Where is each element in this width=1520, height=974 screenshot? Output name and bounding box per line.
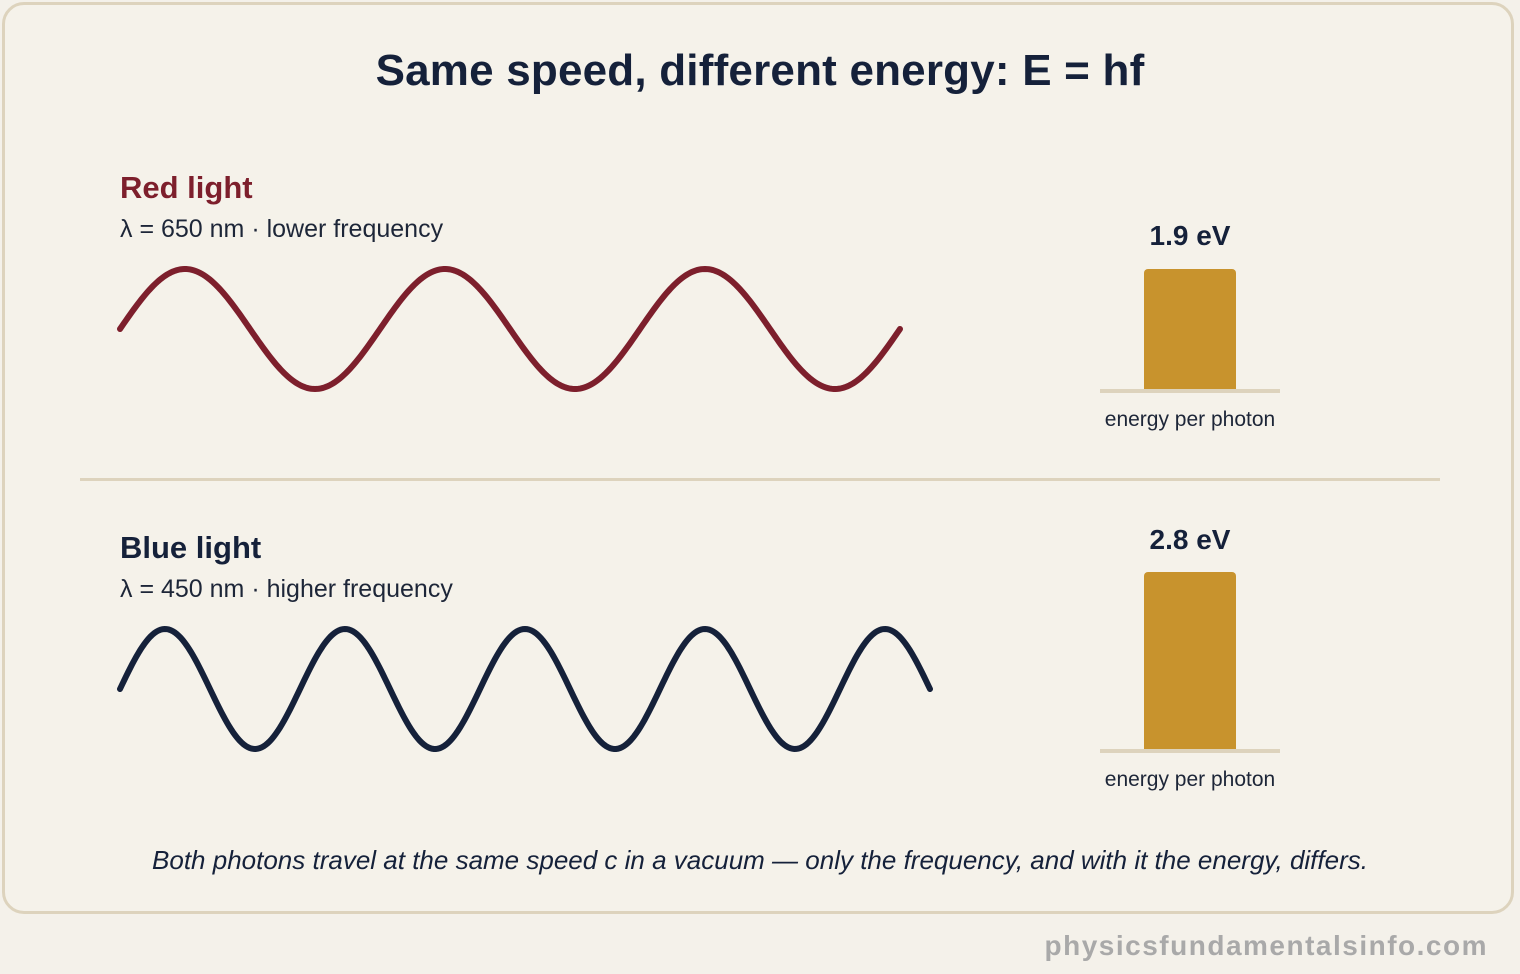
blue-energy-value: 2.8 eV: [1149, 524, 1231, 555]
blue-wave-line: [117, 625, 933, 752]
blue-bar-baseline: [1100, 749, 1280, 753]
red-light-subtitle: λ = 650 nm · lower frequency: [120, 215, 444, 243]
red-light-title: Red light: [120, 170, 253, 205]
page-title: Same speed, different energy: E = hf: [375, 46, 1145, 95]
blue-energy-bar: [1144, 572, 1236, 749]
red-bar-baseline: [1100, 389, 1280, 393]
diagram-card: [2, 2, 1514, 914]
blue-light-title: Blue light: [120, 530, 262, 565]
red-energy-bar: [1144, 269, 1236, 389]
blue-light-subtitle: λ = 450 nm · higher frequency: [120, 575, 453, 603]
red-wave-line: [117, 265, 903, 393]
blue-bar-caption: energy per photon: [1104, 768, 1276, 791]
footer-caption: Both photons travel at the same speed c …: [152, 845, 1368, 875]
red-bar-caption: energy per photon: [1104, 408, 1276, 431]
red-energy-value: 1.9 eV: [1149, 220, 1231, 251]
row-divider: [80, 478, 1440, 481]
site-watermark: physicsfundamentalsinfo.com: [1044, 930, 1488, 961]
